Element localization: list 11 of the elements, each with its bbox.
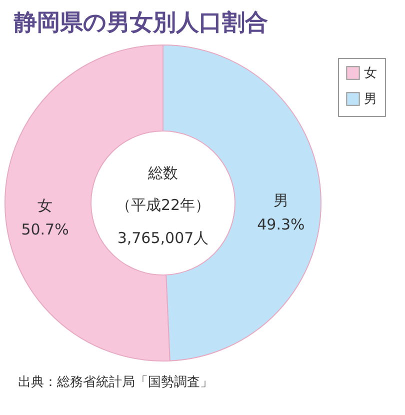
legend-label: 女: [364, 66, 377, 81]
source-note: 出典：総務省統計局「国勢調査」: [18, 375, 213, 390]
slice-label: 男: [273, 191, 288, 210]
data-label: 50.7%: [21, 220, 69, 239]
data-label: 49.3%: [257, 215, 305, 234]
text: 3,765,007人: [117, 229, 209, 247]
slice-label: 女: [38, 196, 53, 215]
text: 総数: [147, 164, 178, 182]
legend-label: 男: [364, 92, 377, 107]
chart-title: 静岡県の男女別人口割合: [13, 10, 268, 36]
text: （平成22年）: [116, 196, 210, 214]
